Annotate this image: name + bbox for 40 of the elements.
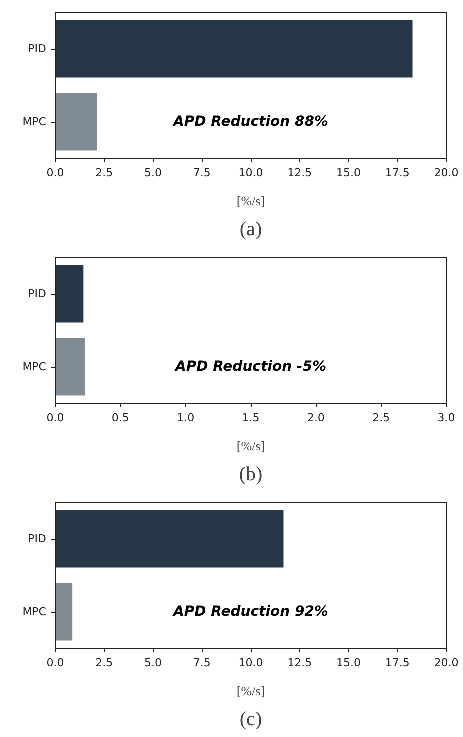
x-tick-label: 7.5	[193, 166, 211, 180]
x-tick-label: 2.5	[96, 166, 114, 180]
x-tick-label: 17.5	[385, 166, 410, 180]
x-tick-label: 20.0	[434, 166, 459, 180]
x-tick-label: 12.5	[288, 166, 312, 180]
x-tick-label: 0.0	[46, 656, 64, 670]
y-tick-label: PID	[28, 42, 47, 56]
x-tick-label: 12.5	[288, 656, 312, 670]
x-tick-label: 0.0	[46, 166, 64, 180]
x-tick-label: 3.0	[438, 412, 456, 424]
x-tick-label: 15.0	[336, 166, 362, 180]
x-tick-label: 1.5	[242, 412, 260, 424]
y-tick-label: MPC	[22, 606, 47, 618]
x-tick-label: 10.0	[238, 656, 264, 670]
annotation: APD Reduction 92%	[172, 604, 328, 620]
x-tick-label: 2.0	[307, 412, 325, 424]
x-tick-label: 5.0	[144, 166, 162, 180]
x-tick-label: 15.0	[336, 656, 362, 670]
x-tick-label: 0.5	[112, 412, 130, 424]
y-tick-label: MPC	[22, 360, 47, 374]
x-tick-label: 2.5	[372, 412, 390, 424]
x-tick-label: 17.5	[385, 656, 410, 670]
annotation: APD Reduction 88%	[172, 114, 328, 130]
annotation: APD Reduction -5%	[174, 359, 327, 375]
x-tick-label: 2.5	[96, 656, 114, 670]
x-axis-title: [%/s]	[236, 438, 266, 454]
x-tick-label: 20.0	[434, 656, 459, 670]
x-tick-label: 1.0	[177, 412, 195, 424]
y-tick-label: PID	[28, 288, 47, 300]
text: (a)	[240, 218, 262, 240]
text: (b)	[239, 464, 263, 486]
x-tick-label: 7.5	[193, 656, 211, 670]
x-axis-title: [%/s]	[236, 194, 266, 208]
x-axis-title: [%/s]	[236, 684, 266, 698]
x-tick-label: 0.0	[46, 412, 64, 424]
x-tick-label: 5.0	[144, 656, 162, 670]
y-tick-label: PID	[28, 532, 47, 546]
x-tick-label: 10.0	[238, 166, 264, 180]
text: (c)	[240, 708, 262, 730]
y-tick-label: MPC	[22, 116, 47, 128]
